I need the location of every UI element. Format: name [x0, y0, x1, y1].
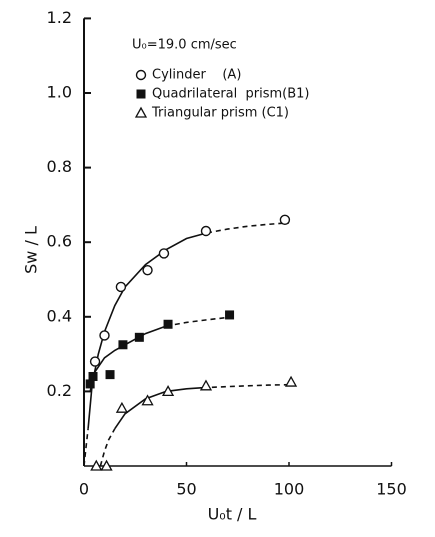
legend-marker — [136, 89, 146, 99]
point — [141, 394, 154, 406]
y-tick-label: 1.2 — [47, 8, 72, 27]
point — [158, 248, 170, 259]
fit-curve — [87, 232, 208, 429]
fit-curve — [99, 428, 116, 467]
point — [142, 264, 153, 276]
annotation: U₀=19.0 cm/sec — [132, 38, 237, 53]
point — [89, 356, 101, 367]
x-tick-label: 50 — [176, 480, 196, 499]
legend-marker — [134, 106, 148, 118]
x-tick-label: 100 — [274, 480, 305, 499]
y-tick-label: 0.4 — [47, 306, 72, 325]
y-tick-label: 1.0 — [47, 83, 72, 102]
point — [163, 319, 173, 329]
point — [85, 379, 95, 389]
point — [90, 459, 103, 471]
fit-curve — [83, 428, 89, 467]
point — [284, 375, 298, 387]
point — [88, 371, 98, 381]
point — [99, 330, 110, 341]
legend-marker — [135, 69, 147, 81]
fit-curve — [206, 222, 290, 234]
fit-curve — [165, 316, 228, 327]
x-tick-label: 150 — [376, 480, 407, 499]
fit-curve — [114, 386, 203, 430]
legend-label: Triangular prism (C1) — [151, 106, 289, 121]
y-axis-label: Sw / L — [22, 226, 41, 274]
point — [200, 225, 212, 237]
x-tick-label: 0 — [79, 480, 89, 499]
y-tick-label: 0.2 — [47, 381, 72, 400]
point — [115, 401, 129, 413]
fit-curve — [202, 383, 290, 389]
point — [134, 332, 144, 342]
legend-label: Cylinder (A) — [152, 68, 241, 83]
legend-label: Quadrilateral prism(B1) — [152, 87, 310, 102]
point — [199, 379, 213, 391]
point — [279, 214, 291, 226]
y-tick-label: 0.8 — [47, 157, 72, 176]
y-tick-label: 0.6 — [47, 232, 72, 251]
point — [100, 459, 113, 471]
x-axis-label: U₀t / L — [208, 505, 257, 524]
point — [118, 340, 128, 350]
point — [225, 310, 235, 320]
point — [115, 281, 127, 293]
point — [161, 385, 175, 397]
point — [105, 370, 115, 380]
